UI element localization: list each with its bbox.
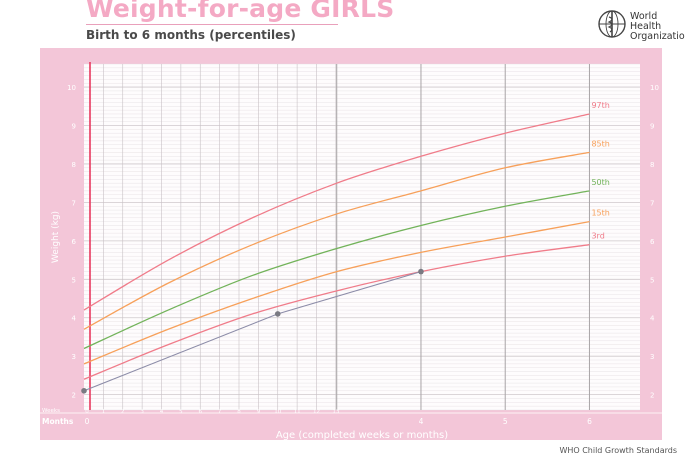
week-tick-label: 1 [102,409,106,415]
percentile-label-50th: 50th [591,178,609,187]
week-tick-label: 7 [218,409,222,415]
percentile-curve-85th [83,151,590,330]
week-tick-label: 4 [160,409,164,415]
chart-title: Weight-for-age GIRLS [86,0,395,23]
percentile-label-15th: 15th [591,209,609,218]
week-tick-label: 5 [179,409,183,415]
footer-credit: WHO Child Growth Standards [559,446,677,455]
y-tick-label-left: 10 [67,84,76,92]
week-tick-label: 8 [237,409,241,415]
week-tick-label: 11 [294,409,301,415]
y-tick-label-left: 7 [72,199,76,207]
y-tick-label-right: 10 [650,84,659,92]
week-tick-label: 0 [85,409,89,415]
week-tick-label: 9 [257,409,261,415]
child-measurement-point [418,268,424,275]
month-tick-label: 5 [503,417,508,426]
y-tick-label-right: 8 [650,161,654,169]
percentile-label-97th: 97th [591,101,609,110]
week-tick-label: 2 [121,409,125,415]
week-tick-label: 13 [332,409,339,415]
percentile-curve-97th [83,113,590,311]
week-tick-label: 6 [198,409,202,415]
y-tick-label-left: 9 [72,123,76,131]
y-tick-label-left: 5 [72,276,76,284]
y-tick-label-left: 2 [72,392,76,400]
title-underline [86,24,338,25]
y-tick-label-right: 2 [650,392,654,400]
x-axis-label: Age (completed weeks or months) [276,430,448,441]
who-emblem-icon [598,10,626,38]
y-tick-label-left: 8 [72,161,76,169]
week-tick-label: 12 [313,409,320,415]
week-tick-label: 10 [274,409,281,415]
who-name: World Health Organization [630,12,685,42]
who-name-line1: World Health [630,11,662,32]
weeks-row-label: Weeks [42,408,60,414]
y-tick-label-left: 6 [72,238,77,246]
percentile-curve-15th [83,220,590,365]
percentile-label-3rd: 3rd [591,232,604,241]
y-tick-label-right: 9 [650,123,654,131]
y-tick-label-right: 7 [650,199,654,207]
y-tick-label-left: 3 [72,353,76,361]
percentile-curve-3rd [83,244,590,380]
y-axis-label: Weight (kg) [51,211,61,263]
percentile-label-85th: 85th [591,139,609,148]
child-measurement-point [274,311,281,317]
y-tick-label-right: 3 [650,353,654,361]
y-tick-label-right: 6 [650,238,655,246]
y-tick-label-right: 5 [650,276,654,284]
month-tick-label: 0 [85,417,90,426]
percentile-curve-50th [83,190,590,350]
child-measurement-point [81,387,87,394]
months-row-label: Months [42,417,74,426]
chart-subtitle: Birth to 6 months (percentiles) [86,28,296,42]
month-tick-label: 6 [587,417,592,426]
y-tick-label-right: 4 [650,315,655,323]
week-tick-label: 3 [140,409,144,415]
y-tick-label-left: 4 [72,315,77,323]
who-name-line2: Organization [630,31,685,42]
month-tick-label: 4 [419,417,424,426]
